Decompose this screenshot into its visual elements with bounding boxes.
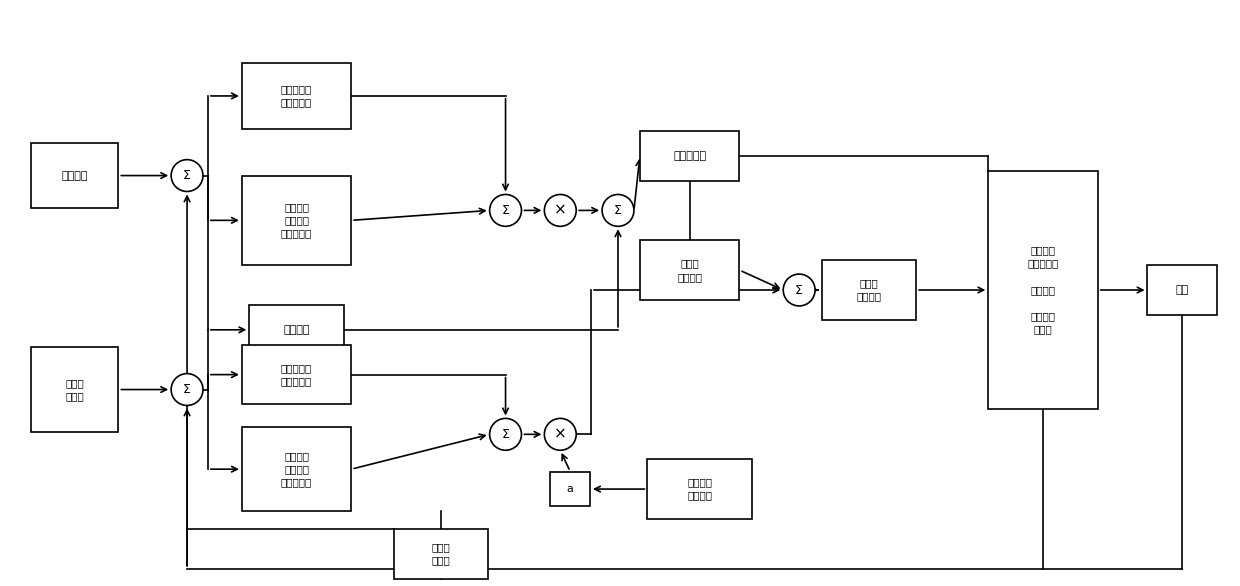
Circle shape — [544, 195, 577, 226]
Text: 校正因子: 校正因子 — [283, 325, 310, 335]
Text: ×: × — [554, 427, 567, 442]
Bar — [31, 143, 118, 209]
Text: Σ: Σ — [795, 284, 804, 297]
Text: 目标相
对湿度: 目标相 对湿度 — [66, 378, 84, 401]
Bar — [393, 529, 489, 578]
Bar — [647, 459, 751, 519]
Text: ×: × — [554, 203, 567, 218]
Text: 室内空气
相对湿度: 室内空气 相对湿度 — [687, 478, 712, 500]
Text: 相对湿度残
差的比例值: 相对湿度残 差的比例值 — [281, 363, 312, 386]
Bar — [1147, 265, 1218, 315]
Text: Σ: Σ — [614, 204, 622, 217]
Text: 干球温度残
差的比例值: 干球温度残 差的比例值 — [281, 84, 312, 108]
Text: 压缩机频率: 压缩机频率 — [673, 151, 707, 161]
Circle shape — [171, 374, 203, 406]
Text: Σ: Σ — [502, 204, 510, 217]
Bar — [551, 472, 590, 506]
Text: 蒸发器
出口压力: 蒸发器 出口压力 — [677, 258, 702, 282]
Text: 房间: 房间 — [1176, 285, 1189, 295]
Circle shape — [603, 195, 634, 226]
Text: a: a — [567, 484, 574, 494]
Bar — [242, 176, 351, 265]
Text: 干球温度
残差比例
值的变化率: 干球温度 残差比例 值的变化率 — [281, 202, 312, 239]
Text: Σ: Σ — [502, 428, 510, 441]
Bar — [242, 63, 351, 129]
Circle shape — [171, 159, 203, 192]
Text: 电子膨胀
阀、压缩机

热泵系统

冷凝器、
蒸发器: 电子膨胀 阀、压缩机 热泵系统 冷凝器、 蒸发器 — [1028, 246, 1059, 335]
Bar — [640, 240, 739, 300]
Circle shape — [544, 418, 577, 450]
Circle shape — [784, 274, 815, 306]
Circle shape — [490, 195, 522, 226]
Bar — [31, 347, 118, 432]
Bar — [242, 427, 351, 512]
Bar — [242, 345, 351, 404]
Bar — [822, 260, 916, 320]
Text: 目标温度: 目标温度 — [61, 171, 88, 180]
Bar — [249, 305, 343, 355]
Text: 相对湿度
残差比例
值的变化率: 相对湿度 残差比例 值的变化率 — [281, 451, 312, 488]
Bar — [640, 131, 739, 180]
Text: 室内空
气温度: 室内空 气温度 — [432, 542, 450, 565]
Text: Σ: Σ — [184, 169, 191, 182]
Text: Σ: Σ — [184, 383, 191, 396]
Circle shape — [490, 418, 522, 450]
Text: 电子膨
胀阀开度: 电子膨 胀阀开度 — [857, 278, 882, 302]
Bar — [988, 171, 1097, 410]
